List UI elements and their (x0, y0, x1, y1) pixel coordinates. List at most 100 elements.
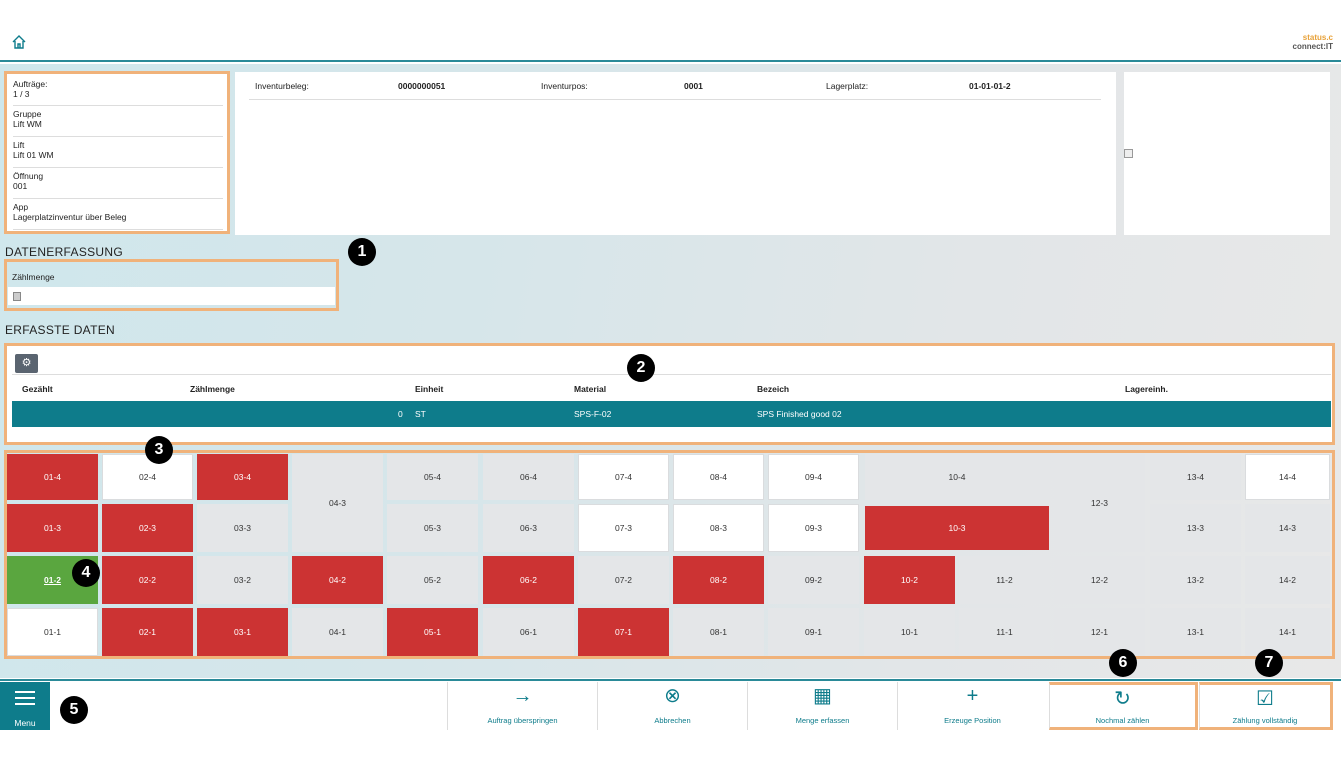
bin-cell[interactable]: 04-3 (292, 454, 383, 552)
bin-cell[interactable]: 08-4 (673, 454, 764, 500)
callout-badge: 3 (145, 436, 173, 464)
bin-cell[interactable]: 10-4 (865, 454, 1049, 500)
callout-badge: 4 (72, 559, 100, 587)
recount-button[interactable]: ↻ Nochmal zählen (1049, 682, 1198, 730)
skip-order-button[interactable]: → Auftrag überspringen (447, 682, 597, 730)
bin-cell[interactable]: 08-2 (673, 556, 764, 604)
bin-cell[interactable]: 05-4 (387, 454, 478, 500)
bin-cell[interactable]: 02-1 (102, 608, 193, 656)
col-material[interactable]: Material (574, 384, 607, 394)
bin-cell[interactable]: 09-1 (768, 608, 859, 656)
bin-cell[interactable]: 14-1 (1245, 608, 1330, 656)
cell-material: SPS-F-02 (574, 409, 612, 419)
bin-cell[interactable]: 07-2 (578, 556, 669, 604)
bin-cell[interactable]: 04-2 (292, 556, 383, 604)
home-icon[interactable] (11, 34, 27, 50)
bin-cell[interactable]: 03-2 (197, 556, 288, 604)
count-input[interactable] (8, 287, 335, 305)
bin-cell[interactable]: 09-4 (768, 454, 859, 500)
platz-value: 01-01-01-2 (969, 81, 1011, 91)
order-info-panel: Aufträge: 1 / 3 Gruppe Lift WM Lift Lift… (4, 71, 230, 234)
count-complete-button[interactable]: ☑ Zählung vollständig (1199, 682, 1333, 730)
bin-cell[interactable]: 14-4 (1245, 454, 1330, 500)
bin-cell[interactable]: 05-2 (387, 556, 478, 604)
bin-cell[interactable]: 02-4 (102, 454, 193, 500)
skip-order-label: Auftrag überspringen (487, 716, 558, 725)
enter-quantity-button[interactable]: ▦ Menge erfassen (747, 682, 897, 730)
bin-cell[interactable]: 12-3 (1054, 454, 1145, 552)
info-row: Öffnung 001 (13, 168, 223, 199)
cancel-button[interactable]: ⊗ Abbrechen (597, 682, 747, 730)
settings-gear-button[interactable]: ⚙ (15, 354, 38, 373)
count-entry-panel: Zählmenge (4, 259, 339, 311)
col-lagereinh[interactable]: Lagereinh. (1125, 384, 1168, 394)
bin-cell[interactable]: 01-4 (7, 454, 98, 500)
count-complete-label: Zählung vollständig (1232, 716, 1298, 725)
bin-cell[interactable]: 06-1 (483, 608, 574, 656)
bin-cell[interactable]: 10-3 (865, 506, 1049, 550)
info-row: Gruppe Lift WM (13, 106, 223, 137)
menu-button[interactable]: Menu (0, 682, 50, 730)
callout-badge: 7 (1255, 649, 1283, 677)
col-einheit[interactable]: Einheit (415, 384, 444, 394)
bin-cell[interactable]: 10-2 (864, 556, 955, 604)
bin-cell[interactable]: 03-3 (197, 504, 288, 552)
hamburger-icon (15, 691, 35, 705)
col-gezaehlt[interactable]: Gezählt (22, 384, 53, 394)
bin-cell[interactable]: 05-1 (387, 608, 478, 656)
info-value: Lift WM (13, 119, 42, 129)
bin-cell[interactable]: 03-1 (197, 608, 288, 656)
bin-cell[interactable]: 14-2 (1245, 556, 1330, 604)
bin-cell[interactable]: 07-4 (578, 454, 669, 500)
cell-zaehlmenge: 0 (398, 409, 403, 419)
col-zaehlmenge[interactable]: Zählmenge (190, 384, 235, 394)
refresh-icon: ↻ (1114, 688, 1131, 710)
recount-label: Nochmal zählen (1095, 716, 1150, 725)
checkbox-checked-icon: ☑ (1256, 688, 1274, 710)
bin-cell[interactable]: 09-2 (768, 556, 859, 604)
close-circle-icon: ⊗ (664, 685, 681, 707)
bin-cell[interactable]: 07-3 (578, 504, 669, 552)
bin-cell[interactable]: 06-3 (483, 504, 574, 552)
bin-cell[interactable]: 03-4 (197, 454, 288, 500)
bin-cell[interactable]: 06-4 (483, 454, 574, 500)
brand-line1: status.c (1302, 33, 1333, 42)
bin-cell[interactable]: 08-3 (673, 504, 764, 552)
count-field-label: Zählmenge (12, 272, 55, 282)
bin-cell[interactable]: 02-3 (102, 504, 193, 552)
table-row[interactable]: 0 ST SPS-F-02 SPS Finished good 02 (12, 401, 1331, 427)
bin-cell[interactable]: 13-1 (1150, 608, 1241, 656)
info-label: Lift (13, 140, 25, 150)
bin-cell[interactable]: 14-3 (1245, 504, 1330, 552)
create-position-label: Erzeuge Position (944, 716, 1001, 725)
cell-bezeich: SPS Finished good 02 (757, 409, 842, 419)
divider (249, 99, 1101, 100)
create-position-button[interactable]: + Erzeuge Position (897, 682, 1047, 730)
bin-cell[interactable]: 11-2 (959, 556, 1050, 604)
callout-badge: 2 (627, 354, 655, 382)
bin-cell[interactable]: 06-2 (483, 556, 574, 604)
col-bezeich[interactable]: Bezeich (757, 384, 790, 394)
bin-cell[interactable]: 13-4 (1150, 454, 1241, 500)
bin-cell[interactable]: 08-1 (673, 608, 764, 656)
bin-cell[interactable]: 10-1 (864, 608, 955, 656)
bin-cell[interactable]: 13-2 (1150, 556, 1241, 604)
bin-cell[interactable]: 01-1 (7, 608, 98, 656)
bin-cell[interactable]: 05-3 (387, 504, 478, 552)
bin-cell[interactable]: 02-2 (102, 556, 193, 604)
inventory-header-panel: Inventurbeleg: 0000000051 Inventurpos: 0… (235, 72, 1116, 235)
info-row: Lift Lift 01 WM (13, 137, 223, 168)
captured-data-table: ⚙ Gezählt Zählmenge Einheit Material Bez… (4, 343, 1335, 445)
bin-cell[interactable]: 13-3 (1150, 504, 1241, 552)
bin-cell[interactable]: 11-1 (959, 608, 1050, 656)
pos-value: 0001 (684, 81, 703, 91)
bin-cell[interactable]: 01-3 (7, 504, 98, 552)
bin-cell[interactable]: 09-3 (768, 504, 859, 552)
info-label: Gruppe (13, 109, 42, 119)
info-label: Aufträge: (13, 79, 48, 89)
bin-cell[interactable]: 12-1 (1054, 608, 1145, 656)
bin-cell[interactable]: 04-1 (292, 608, 383, 656)
bin-cell[interactable]: 07-1 (578, 608, 669, 656)
calculator-icon[interactable] (13, 292, 21, 301)
bin-cell[interactable]: 12-2 (1054, 556, 1145, 604)
